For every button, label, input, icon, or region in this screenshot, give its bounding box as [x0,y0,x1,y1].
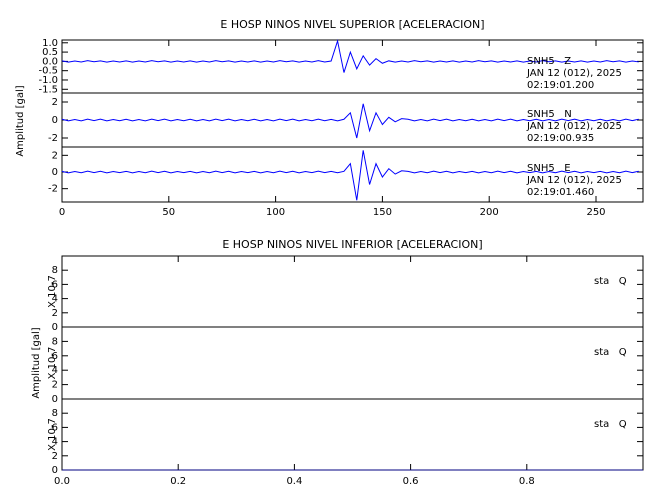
y-tick-label: 4 [52,294,58,305]
x-tick-label: 200 [480,207,499,218]
panel-frame [61,255,644,328]
y-tick-label: 0 [52,322,58,333]
trace-label: SNH5 N [527,109,572,120]
x-tick-label: 0.8 [519,476,535,487]
y-tick-label: 0 [52,167,58,178]
scale-label: X 10-7 [47,275,58,308]
y-tick-label: -2 [48,133,58,144]
y-tick-label: 6 [52,351,58,362]
y-tick-label: 8 [52,265,58,276]
x-tick-label: 0.4 [286,476,302,487]
y-tick-label: -2 [48,184,58,195]
trace-label: SNH5 E [527,163,571,174]
panel-frame [61,326,644,400]
panel-frame [61,398,644,471]
x-tick-label: 250 [586,207,605,218]
scale-label: X 10-7 [47,347,58,380]
chart-title: E HOSP NINOS NIVEL SUPERIOR [ACELERACION… [220,18,484,31]
x-tick-label: 0.0 [54,476,70,487]
y-axis-label: Amplitud [gal] [31,327,42,398]
y-tick-label: 0 [52,465,58,476]
y-axis-label: Amplitud [gal] [15,85,26,156]
y-tick-label: 4 [52,365,58,376]
trace-label: sta Q [594,347,627,358]
y-tick-label: -1.5 [38,84,58,95]
y-tick-label: 0 [52,394,58,405]
trace-label: JAN 12 (012), 2025 [526,68,622,79]
y-tick-label: 8 [52,408,58,419]
y-tick-label: 4 [52,437,58,448]
y-tick-label: 2 [52,451,58,462]
y-tick-label: 6 [52,422,58,433]
y-tick-label: 2 [52,308,58,319]
y-tick-label: 0.0 [42,56,58,67]
y-tick-label: -1.0 [38,75,58,86]
trace-label: 02:19:00.935 [527,133,594,144]
y-tick-label: 2 [52,97,58,108]
y-tick-label: 0 [52,115,58,126]
scale-label: X 10-7 [47,418,58,451]
x-tick-label: 0.2 [170,476,186,487]
x-tick-label: 50 [162,207,175,218]
x-tick-label: 0.6 [403,476,419,487]
y-tick-label: -0.5 [38,66,58,77]
y-tick-label: 1.0 [42,38,58,49]
y-tick-label: 6 [52,279,58,290]
waveform [61,150,639,201]
trace-label: 02:19:01.200 [527,80,594,91]
trace-label: JAN 12 (012), 2025 [526,175,622,186]
waveform [61,38,639,73]
x-tick-label: 100 [266,207,285,218]
trace-label: SNH5 Z [527,56,571,67]
y-tick-label: 0.5 [42,47,58,58]
panel-frame [61,146,644,203]
trace-label: JAN 12 (012), 2025 [526,121,622,132]
y-tick-label: 8 [52,336,58,347]
x-tick-label: 150 [373,207,392,218]
chart-title: E HOSP NINOS NIVEL INFERIOR [ACELERACION… [222,238,482,251]
trace-label: sta Q [594,419,627,430]
y-tick-label: 2 [52,380,58,391]
y-tick-label: 2 [52,150,58,161]
trace-label: sta Q [594,276,627,287]
x-tick-label: 0 [59,207,65,218]
trace-label: 02:19:01.460 [527,187,594,198]
waveform [61,103,639,139]
